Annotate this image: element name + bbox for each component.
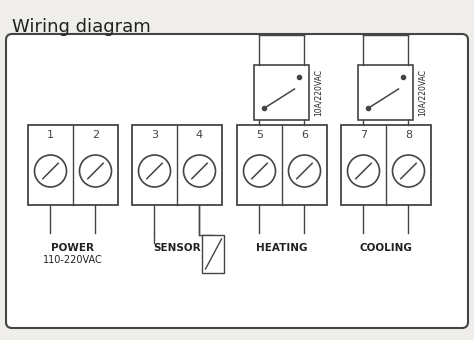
Bar — [255, 65, 310, 120]
Circle shape — [392, 155, 425, 187]
Circle shape — [80, 155, 111, 187]
Bar — [341, 125, 431, 205]
Bar — [132, 125, 222, 205]
Text: HEATING: HEATING — [256, 243, 308, 253]
Text: 7: 7 — [360, 130, 367, 140]
Text: 5: 5 — [256, 130, 263, 140]
Bar — [28, 125, 118, 205]
Bar — [358, 65, 413, 120]
Text: 4: 4 — [196, 130, 203, 140]
Text: 2: 2 — [92, 130, 99, 140]
Circle shape — [244, 155, 275, 187]
Text: COOLING: COOLING — [360, 243, 412, 253]
Text: 8: 8 — [405, 130, 412, 140]
Text: 110-220VAC: 110-220VAC — [43, 255, 103, 265]
Circle shape — [289, 155, 320, 187]
Text: POWER: POWER — [52, 243, 94, 253]
Bar — [202, 235, 225, 273]
Circle shape — [183, 155, 216, 187]
Text: 3: 3 — [151, 130, 158, 140]
Circle shape — [347, 155, 380, 187]
Circle shape — [35, 155, 66, 187]
Circle shape — [138, 155, 171, 187]
Text: SENSOR: SENSOR — [153, 243, 201, 253]
Bar — [237, 125, 327, 205]
FancyBboxPatch shape — [6, 34, 468, 328]
Text: 1: 1 — [47, 130, 54, 140]
Text: Wiring diagram: Wiring diagram — [12, 18, 151, 36]
Text: 6: 6 — [301, 130, 308, 140]
Text: 10A/220VAC: 10A/220VAC — [313, 69, 322, 116]
Text: 10A/220VAC: 10A/220VAC — [418, 69, 427, 116]
